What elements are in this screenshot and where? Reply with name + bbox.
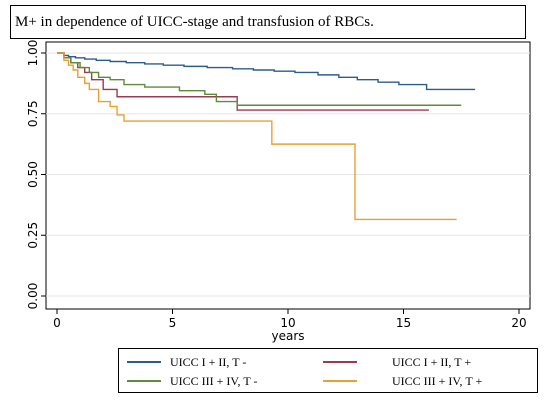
y-tick-label: 1.00 xyxy=(26,40,40,67)
y-tick-label: 0.25 xyxy=(26,222,40,249)
y-tick-label: 0.75 xyxy=(26,100,40,127)
x-tick-label: 0 xyxy=(53,316,61,330)
legend-label: UICC I + II, T + xyxy=(392,354,472,369)
legend-item: UICC III + IV, T - xyxy=(127,372,257,390)
x-tick-label: 10 xyxy=(280,316,295,330)
chart-legend: UICC I + II, T - UICC I + II, T + UICC III… xyxy=(118,348,538,393)
legend-item: UICC III + IV, T + xyxy=(323,372,482,390)
legend-swatch xyxy=(127,361,161,363)
x-tick-label: 5 xyxy=(169,316,177,330)
x-tick-label: 20 xyxy=(511,316,526,330)
x-tick-label: 15 xyxy=(396,316,411,330)
legend-item: UICC I + II, T - xyxy=(127,353,246,371)
chart-title: M+ in dependence of UICC-stage and trans… xyxy=(10,5,526,39)
y-tick-label: 0.50 xyxy=(26,161,40,188)
legend-label: UICC I + II, T - xyxy=(170,354,247,369)
series-line-4 xyxy=(57,52,457,221)
legend-item: UICC I + II, T + xyxy=(323,353,471,371)
y-tick-label: 0.00 xyxy=(26,283,40,310)
legend-swatch xyxy=(323,361,357,363)
legend-label: UICC III + IV, T - xyxy=(170,373,258,388)
legend-swatch xyxy=(323,380,357,382)
x-axis-label: years xyxy=(271,329,304,343)
series-line-3 xyxy=(57,52,462,106)
plot-area xyxy=(45,41,531,310)
legend-swatch xyxy=(127,380,161,382)
series-line-1 xyxy=(57,52,476,91)
legend-label: UICC III + IV, T + xyxy=(392,373,483,388)
